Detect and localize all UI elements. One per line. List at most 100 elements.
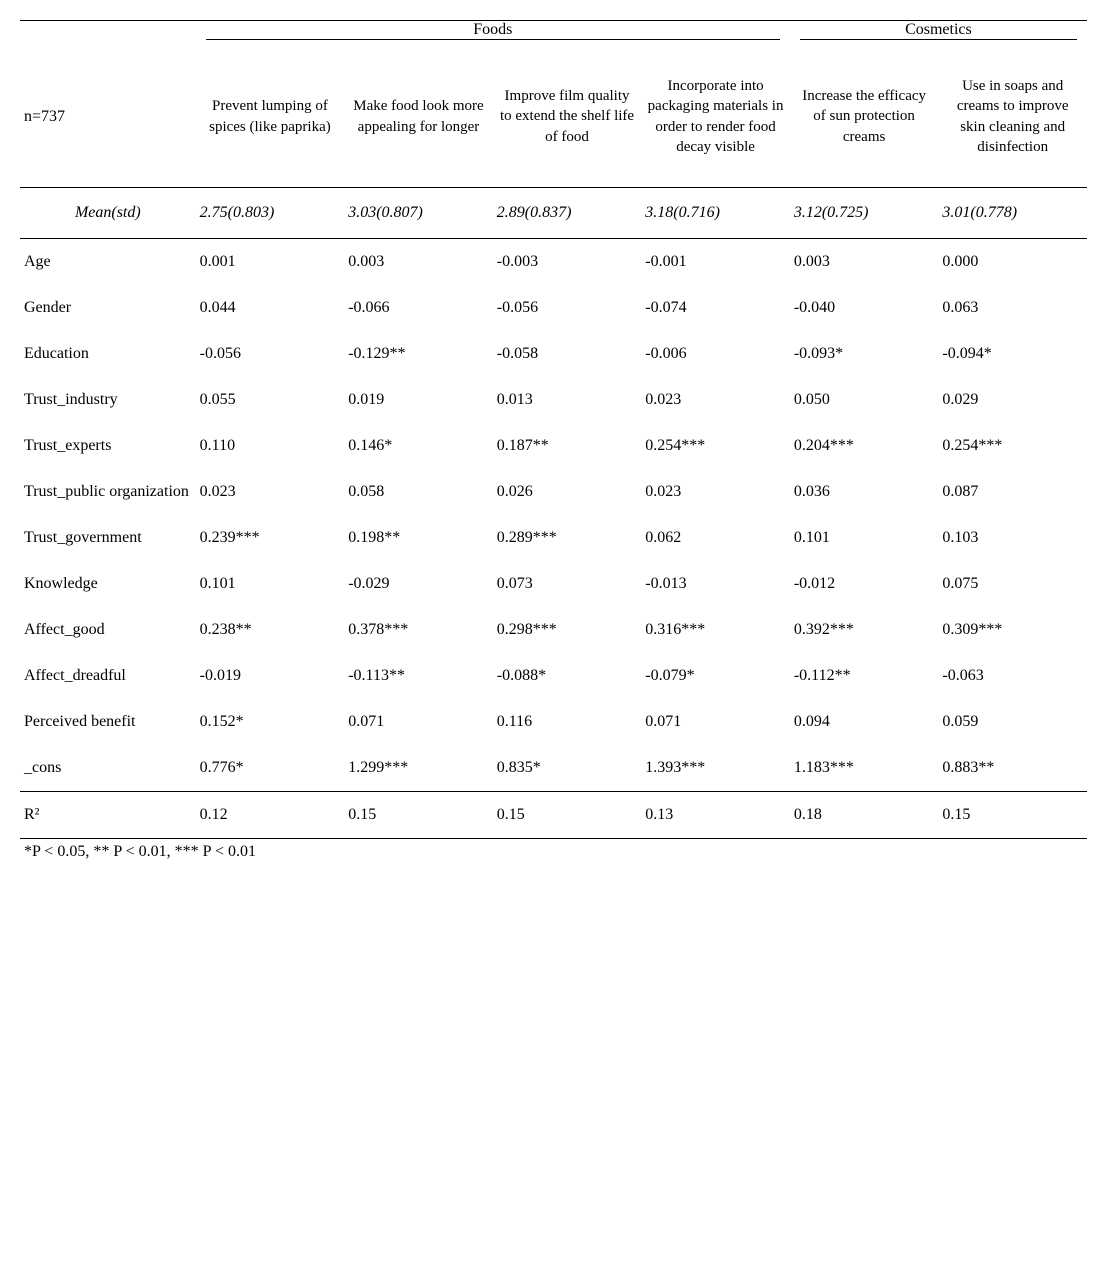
row-label: Affect_good	[20, 607, 196, 653]
cell: -0.029	[344, 561, 493, 607]
cell: 0.001	[196, 239, 345, 286]
cell: -0.066	[344, 285, 493, 331]
cell: 0.058	[344, 469, 493, 515]
group-header-blank	[20, 21, 196, 46]
cell: 0.254***	[641, 423, 790, 469]
n-label: n=737	[20, 46, 196, 188]
cell: -0.088*	[493, 653, 642, 699]
cell: -0.006	[641, 331, 790, 377]
mean-row: Mean(std) 2.75(0.803) 3.03(0.807) 2.89(0…	[20, 188, 1087, 239]
cell: 0.019	[344, 377, 493, 423]
cell: 0.050	[790, 377, 939, 423]
cell: -0.113**	[344, 653, 493, 699]
cell: 0.075	[938, 561, 1087, 607]
cell: -0.074	[641, 285, 790, 331]
cell: 0.198**	[344, 515, 493, 561]
col-header: Increase the efficacy of sun protection …	[790, 46, 939, 188]
cell: 0.883**	[938, 745, 1087, 792]
cell: 1.183***	[790, 745, 939, 792]
cell: 0.298***	[493, 607, 642, 653]
mean-cell: 3.12(0.725)	[790, 188, 939, 239]
cell: 0.013	[493, 377, 642, 423]
table-row: Trust_government 0.239*** 0.198** 0.289*…	[20, 515, 1087, 561]
footnote-text: *P < 0.05, ** P < 0.01, *** P < 0.01	[20, 839, 1087, 864]
cell: 0.103	[938, 515, 1087, 561]
cell: 0.187**	[493, 423, 642, 469]
table-row: _cons 0.776* 1.299*** 0.835* 1.393*** 1.…	[20, 745, 1087, 792]
cell: 0.003	[790, 239, 939, 286]
row-label: Knowledge	[20, 561, 196, 607]
r2-cell: 0.12	[196, 792, 345, 839]
cell: 0.392***	[790, 607, 939, 653]
mean-cell: 3.01(0.778)	[938, 188, 1087, 239]
cell: -0.058	[493, 331, 642, 377]
mean-cell: 2.89(0.837)	[493, 188, 642, 239]
group-header-cosmetics: Cosmetics	[790, 21, 1087, 46]
cell: 0.289***	[493, 515, 642, 561]
col-header: Make food look more appealing for longer	[344, 46, 493, 188]
cell: 0.239***	[196, 515, 345, 561]
cell: 0.023	[196, 469, 345, 515]
cell: 0.071	[344, 699, 493, 745]
cell: -0.019	[196, 653, 345, 699]
cell: -0.003	[493, 239, 642, 286]
table-row: Age 0.001 0.003 -0.003 -0.001 0.003 0.00…	[20, 239, 1087, 286]
row-label: Gender	[20, 285, 196, 331]
cell: 0.204***	[790, 423, 939, 469]
r2-cell: 0.18	[790, 792, 939, 839]
cell: -0.056	[196, 331, 345, 377]
mean-cell: 3.03(0.807)	[344, 188, 493, 239]
table-row: Affect_dreadful -0.019 -0.113** -0.088* …	[20, 653, 1087, 699]
footnote-row: *P < 0.05, ** P < 0.01, *** P < 0.01	[20, 839, 1087, 864]
table-row: Education -0.056 -0.129** -0.058 -0.006 …	[20, 331, 1087, 377]
cell: 0.026	[493, 469, 642, 515]
cell: 0.044	[196, 285, 345, 331]
group-header-row: Foods Cosmetics	[20, 21, 1087, 46]
cell: 1.393***	[641, 745, 790, 792]
r2-cell: 0.15	[344, 792, 493, 839]
cell: 0.101	[790, 515, 939, 561]
col-header: Incorporate into packaging materials in …	[641, 46, 790, 188]
mean-cell: 3.18(0.716)	[641, 188, 790, 239]
cell: 0.055	[196, 377, 345, 423]
row-label: Affect_dreadful	[20, 653, 196, 699]
cell: 0.254***	[938, 423, 1087, 469]
cell: 1.299***	[344, 745, 493, 792]
table-row: Trust_industry 0.055 0.019 0.013 0.023 0…	[20, 377, 1087, 423]
mean-label: Mean(std)	[20, 188, 196, 239]
row-label: Education	[20, 331, 196, 377]
cell: 0.152*	[196, 699, 345, 745]
r2-cell: 0.15	[493, 792, 642, 839]
group-label-cosmetics: Cosmetics	[905, 21, 972, 38]
cell: 0.023	[641, 469, 790, 515]
cell: 0.101	[196, 561, 345, 607]
cell: -0.093*	[790, 331, 939, 377]
cell: 0.146*	[344, 423, 493, 469]
cell: -0.094*	[938, 331, 1087, 377]
cell: -0.079*	[641, 653, 790, 699]
cell: 0.378***	[344, 607, 493, 653]
cell: 0.059	[938, 699, 1087, 745]
cell: 0.110	[196, 423, 345, 469]
r2-cell: 0.13	[641, 792, 790, 839]
cell: 0.036	[790, 469, 939, 515]
table-row: Gender 0.044 -0.066 -0.056 -0.074 -0.040…	[20, 285, 1087, 331]
cell: -0.012	[790, 561, 939, 607]
group-header-foods: Foods	[196, 21, 790, 46]
cell: 0.094	[790, 699, 939, 745]
table-row: Trust_public organization 0.023 0.058 0.…	[20, 469, 1087, 515]
column-header-row: n=737 Prevent lumping of spices (like pa…	[20, 46, 1087, 188]
cell: 0.071	[641, 699, 790, 745]
cell: 0.063	[938, 285, 1087, 331]
regression-table: Foods Cosmetics n=737 Prevent lumping of…	[20, 20, 1087, 863]
cell: -0.112**	[790, 653, 939, 699]
cell: 0.316***	[641, 607, 790, 653]
cell: -0.001	[641, 239, 790, 286]
table-row: Trust_experts 0.110 0.146* 0.187** 0.254…	[20, 423, 1087, 469]
col-header: Use in soaps and creams to improve skin …	[938, 46, 1087, 188]
row-label: Perceived benefit	[20, 699, 196, 745]
cell: 0.029	[938, 377, 1087, 423]
cell: 0.309***	[938, 607, 1087, 653]
row-label: _cons	[20, 745, 196, 792]
cell: -0.129**	[344, 331, 493, 377]
